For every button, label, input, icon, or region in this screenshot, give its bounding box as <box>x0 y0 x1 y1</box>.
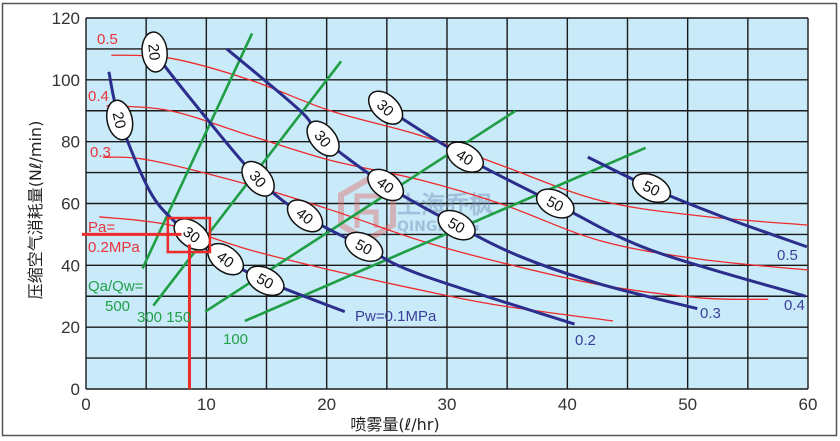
qa-qw-line <box>141 32 254 269</box>
pw-label-ellipse <box>437 209 476 241</box>
qa-500-label: 500 <box>105 298 130 315</box>
qa-qw-line <box>204 109 517 313</box>
pw-label-text: 50 <box>253 270 276 293</box>
pw-label-badge: 30 <box>241 160 275 197</box>
pw-05-label: 0.5 <box>777 247 798 264</box>
watermark-letter-icon <box>354 193 380 228</box>
pw-label-text: 50 <box>352 236 375 259</box>
pw-label-text: 40 <box>453 146 476 169</box>
y-tick-label: 0 <box>71 380 80 399</box>
pw-label-text: 50 <box>544 193 567 216</box>
highlight <box>82 216 212 389</box>
pa-curve <box>99 216 614 322</box>
pw-label-badge: 20 <box>105 99 134 141</box>
pa-curve <box>106 105 809 271</box>
pw-label-text: 20 <box>144 43 163 61</box>
qa-100-label: 100 <box>223 331 248 348</box>
pw-label-ellipse <box>367 168 405 202</box>
qa-300-150-label: 300 150 <box>137 309 191 326</box>
y-tick-label: 100 <box>52 71 80 90</box>
pw-label-badge: 20 <box>141 31 168 73</box>
pw-label-badge: 50 <box>245 265 285 297</box>
pw-label-badge: 40 <box>286 199 324 233</box>
y-tick-label: 20 <box>61 318 80 337</box>
pw-curve <box>587 155 808 249</box>
pw-label-ellipse <box>344 231 384 262</box>
pw-label-badge: 30 <box>173 218 211 251</box>
pw-label-badge: 40 <box>207 242 245 276</box>
qa-prefix-label: Qa/Qw= <box>88 278 144 295</box>
pw-label-ellipse <box>245 265 285 297</box>
pw-label-badge: 50 <box>437 209 476 241</box>
pw-02-label: 0.2 <box>575 332 596 349</box>
pw-label-ellipse <box>173 218 211 251</box>
x-tick-label: 10 <box>197 395 216 414</box>
pw-label-badge: 50 <box>632 173 672 204</box>
pw-label-badge: 30 <box>306 120 340 157</box>
pw-03-label: 0.3 <box>700 305 721 322</box>
pw-04-label: 0.4 <box>784 297 805 314</box>
x-axis-label: 喷雾量(ℓ/hr) <box>350 415 439 434</box>
pa-curve <box>102 156 769 301</box>
pw-label-badge: 40 <box>367 168 405 202</box>
ticks: 0 10 20 30 40 50 60 0 20 40 60 80 100 120 <box>52 9 818 414</box>
x-tick-label: 0 <box>81 395 90 414</box>
y-tick-label: 40 <box>61 256 80 275</box>
x-tick-label: 60 <box>799 395 818 414</box>
pw-label-text: 50 <box>640 178 662 201</box>
y-tick-label: 120 <box>52 9 80 28</box>
pa-curves <box>99 54 809 322</box>
grid <box>85 17 809 390</box>
pw-label-ellipse <box>241 160 275 197</box>
pw-label-text: 20 <box>109 110 129 130</box>
pw-label-badge: 30 <box>367 90 404 125</box>
pw-label-ellipse <box>286 199 324 233</box>
pw-label-text: 40 <box>213 248 237 272</box>
pw-label-text: 50 <box>445 215 468 238</box>
pa-03-label: 0.3 <box>90 144 111 161</box>
pw-label-ellipse <box>141 31 168 73</box>
x-tick-label: 50 <box>678 395 697 414</box>
y-tick-label: 80 <box>61 133 80 152</box>
pw-label-badge: 50 <box>344 231 384 262</box>
pw-label-ellipse <box>306 120 340 157</box>
pw-label-text: 30 <box>310 127 334 151</box>
pw-label-text: 40 <box>293 205 317 229</box>
pw-label-badge: 50 <box>535 188 575 219</box>
pa-02-label: 0.2MPa <box>88 239 140 256</box>
pw-label-badge: 40 <box>446 141 485 173</box>
pw-curve <box>225 47 698 311</box>
pw-label-ellipse <box>367 90 404 125</box>
pw-label-ellipse <box>105 99 134 141</box>
pw-01-label: Pw=0.1MPa <box>355 308 437 325</box>
pa-05-label: 0.5 <box>97 31 118 48</box>
x-tick-label: 20 <box>317 395 336 414</box>
pw-label-text: 40 <box>373 174 397 198</box>
pw-label-ellipse <box>632 173 672 204</box>
pa-04-label: 0.4 <box>88 88 109 105</box>
x-tick-label: 30 <box>438 395 457 414</box>
y-tick-label: 60 <box>61 195 80 214</box>
pw-label-ellipse <box>535 188 575 219</box>
qa-qw-line <box>244 146 647 323</box>
y-axis-label: 压缩空气消耗量(Nℓ/min) <box>26 121 45 300</box>
pw-label-text: 30 <box>180 223 204 247</box>
pw-label-ellipse <box>446 141 485 173</box>
highlight-box <box>166 216 212 254</box>
pw-curves: 20 30 40 50 20 30 40 50 30 40 50 30 40 50 50 <box>105 31 808 326</box>
x-tick-label: 40 <box>558 395 577 414</box>
pa-prefix-label: Pa= <box>88 219 115 236</box>
